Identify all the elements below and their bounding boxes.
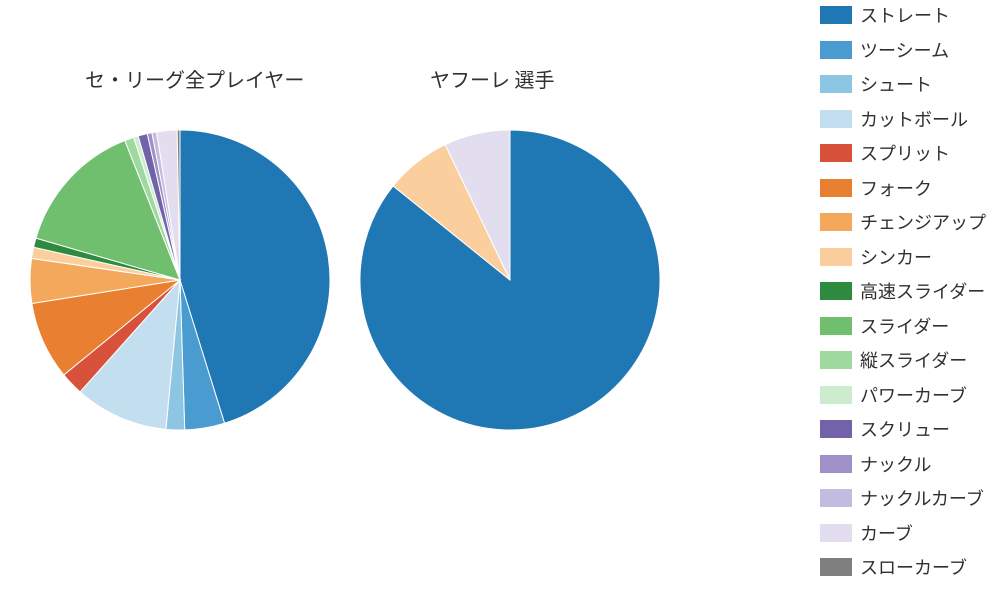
legend-item-knuckle_curve: ナックルカーブ bbox=[820, 489, 986, 507]
pie-league bbox=[30, 130, 330, 430]
legend-swatch-straight bbox=[820, 6, 852, 24]
legend-item-changeup: チェンジアップ bbox=[820, 213, 986, 231]
legend-item-two_seam: ツーシーム bbox=[820, 41, 986, 59]
legend-label-split: スプリット bbox=[860, 144, 950, 162]
legend-label-v_slider: 縦スライダー bbox=[860, 351, 967, 369]
legend-label-slider: スライダー bbox=[860, 317, 949, 335]
legend-label-curve: カーブ bbox=[860, 524, 913, 542]
legend-swatch-sinker bbox=[820, 248, 852, 266]
legend-swatch-v_slider bbox=[820, 351, 852, 369]
chart-title-player: ヤフーレ 選手 bbox=[430, 64, 554, 93]
legend-swatch-shoot bbox=[820, 75, 852, 93]
legend-label-straight: ストレート bbox=[860, 6, 950, 24]
legend-swatch-split bbox=[820, 144, 852, 162]
legend-item-power_curve: パワーカーブ bbox=[820, 386, 986, 404]
legend-swatch-changeup bbox=[820, 213, 852, 231]
legend-item-slider: スライダー bbox=[820, 317, 986, 335]
legend-swatch-fork bbox=[820, 179, 852, 197]
legend: ストレートツーシームシュートカットボールスプリットフォークチェンジアップシンカー… bbox=[820, 6, 986, 576]
chart-root: セ・リーグ全プレイヤー45.210.18.414.5ヤフーレ 選手85.77.1… bbox=[0, 0, 1000, 600]
legend-item-hs_slider: 高速スライダー bbox=[820, 282, 986, 300]
legend-item-split: スプリット bbox=[820, 144, 986, 162]
legend-swatch-hs_slider bbox=[820, 282, 852, 300]
legend-label-changeup: チェンジアップ bbox=[860, 213, 986, 231]
legend-item-screw: スクリュー bbox=[820, 420, 986, 438]
legend-item-cutball: カットボール bbox=[820, 110, 986, 128]
legend-label-slow_curve: スローカーブ bbox=[860, 558, 967, 576]
legend-label-screw: スクリュー bbox=[860, 420, 950, 438]
legend-swatch-cutball bbox=[820, 110, 852, 128]
legend-swatch-screw bbox=[820, 420, 852, 438]
legend-item-straight: ストレート bbox=[820, 6, 986, 24]
legend-label-knuckle_curve: ナックルカーブ bbox=[860, 489, 984, 507]
legend-swatch-knuckle bbox=[820, 455, 852, 473]
legend-swatch-slow_curve bbox=[820, 558, 852, 576]
legend-label-shoot: シュート bbox=[860, 75, 932, 93]
legend-item-curve: カーブ bbox=[820, 524, 986, 542]
legend-label-fork: フォーク bbox=[860, 179, 932, 197]
legend-item-shoot: シュート bbox=[820, 75, 986, 93]
legend-item-fork: フォーク bbox=[820, 179, 986, 197]
legend-swatch-slider bbox=[820, 317, 852, 335]
legend-label-cutball: カットボール bbox=[860, 110, 968, 128]
legend-item-knuckle: ナックル bbox=[820, 455, 986, 473]
legend-item-slow_curve: スローカーブ bbox=[820, 558, 986, 576]
pie-player bbox=[360, 130, 660, 430]
legend-label-knuckle: ナックル bbox=[860, 455, 931, 473]
legend-label-two_seam: ツーシーム bbox=[860, 41, 949, 59]
legend-swatch-power_curve bbox=[820, 386, 852, 404]
legend-item-v_slider: 縦スライダー bbox=[820, 351, 986, 369]
legend-swatch-knuckle_curve bbox=[820, 489, 852, 507]
legend-label-power_curve: パワーカーブ bbox=[860, 386, 967, 404]
legend-item-sinker: シンカー bbox=[820, 248, 986, 266]
legend-label-sinker: シンカー bbox=[860, 248, 932, 266]
legend-swatch-two_seam bbox=[820, 41, 852, 59]
chart-title-league: セ・リーグ全プレイヤー bbox=[85, 64, 304, 93]
legend-label-hs_slider: 高速スライダー bbox=[860, 282, 985, 300]
legend-swatch-curve bbox=[820, 524, 852, 542]
